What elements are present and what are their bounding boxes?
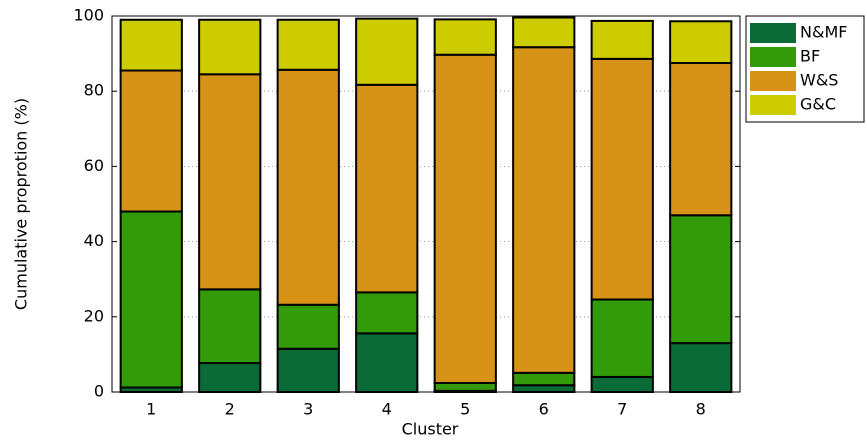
bar-segment xyxy=(590,19,654,60)
bar-segment xyxy=(119,18,183,72)
bar-segment xyxy=(512,371,576,387)
x-axis-label: Cluster xyxy=(402,420,459,439)
bar-segment xyxy=(198,73,262,291)
x-tick-label: 8 xyxy=(696,400,706,419)
bar-segment xyxy=(669,20,733,64)
x-tick-label: 3 xyxy=(303,400,313,419)
bar-segment xyxy=(590,375,654,393)
y-tick-label: 100 xyxy=(73,6,104,25)
legend-label: W&S xyxy=(800,71,838,90)
bar-segment xyxy=(198,362,262,394)
bar-segment xyxy=(198,288,262,365)
bar-segment xyxy=(198,18,262,76)
bar-segment xyxy=(433,381,497,392)
legend-swatch xyxy=(750,95,796,115)
bar-segment xyxy=(119,210,183,389)
x-tick-label: 4 xyxy=(382,400,392,419)
bar-segment xyxy=(433,53,497,384)
plot-frame xyxy=(111,15,741,393)
bar-segment xyxy=(669,342,733,393)
bar-segment xyxy=(512,46,576,374)
bar-segment xyxy=(355,83,419,294)
y-tick-label: 0 xyxy=(94,382,104,401)
bar-segment xyxy=(590,298,654,378)
bar-segment xyxy=(276,18,340,71)
y-tick-label: 60 xyxy=(84,156,104,175)
bar-segment xyxy=(512,384,576,393)
x-tick-label: 7 xyxy=(617,400,627,419)
legend-label: BF xyxy=(800,47,820,66)
x-tick-label: 2 xyxy=(225,400,235,419)
bar-segment xyxy=(512,16,576,49)
y-tick-label: 80 xyxy=(84,81,104,100)
bar-segment xyxy=(669,62,733,217)
bar-segment xyxy=(669,214,733,345)
bar-segment xyxy=(276,347,340,394)
x-tick-label: 5 xyxy=(460,400,470,419)
bar-segment xyxy=(119,69,183,213)
legend-label: G&C xyxy=(800,95,836,114)
bar-segment xyxy=(590,57,654,301)
bar-segment xyxy=(276,303,340,350)
bar-segment xyxy=(355,332,419,393)
bar-segment xyxy=(355,17,419,86)
legend-swatch xyxy=(750,23,796,43)
y-axis-label: Cumulative proprotion (%) xyxy=(12,98,31,310)
bar-segment xyxy=(433,18,497,56)
legend-label: N&MF xyxy=(800,23,847,42)
bar-segment xyxy=(276,68,340,306)
legend-swatch xyxy=(750,47,796,67)
x-tick-label: 6 xyxy=(539,400,549,419)
x-tick-label: 1 xyxy=(146,400,156,419)
y-tick-label: 40 xyxy=(84,231,104,250)
legend-swatch xyxy=(750,71,796,91)
bar-segment xyxy=(355,291,419,335)
y-tick-label: 20 xyxy=(84,306,104,325)
